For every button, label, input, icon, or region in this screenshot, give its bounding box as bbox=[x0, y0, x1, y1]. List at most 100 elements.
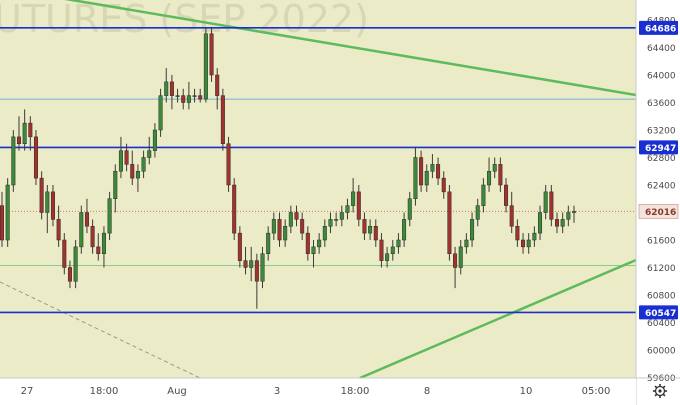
time-tick-label: 18:00 bbox=[90, 386, 119, 397]
candle-body bbox=[45, 191, 50, 213]
candle bbox=[169, 75, 174, 110]
candle bbox=[50, 185, 55, 227]
candle bbox=[317, 233, 322, 254]
candle-body bbox=[96, 246, 101, 254]
time-tick-label: 18:00 bbox=[341, 386, 370, 397]
price-axis[interactable]: 6480064400640006360063200628006240062000… bbox=[635, 0, 680, 405]
candle bbox=[458, 240, 463, 275]
candle bbox=[396, 233, 401, 254]
dashed-trend-line bbox=[0, 281, 201, 379]
candle-body bbox=[141, 157, 146, 172]
candle-body bbox=[509, 205, 514, 227]
price-tick-label: 59600 bbox=[647, 374, 676, 384]
candle-body bbox=[532, 232, 537, 241]
candle-body bbox=[16, 136, 21, 144]
candle-body bbox=[73, 246, 78, 282]
level-price-tag-label: 60547 bbox=[645, 309, 676, 319]
levels-layer bbox=[0, 0, 637, 380]
candle-body bbox=[345, 205, 350, 213]
candle-body bbox=[186, 95, 191, 103]
candle-body bbox=[487, 171, 492, 186]
candle-body bbox=[271, 219, 276, 234]
candle bbox=[203, 26, 208, 103]
candle bbox=[549, 185, 554, 227]
candle bbox=[571, 205, 577, 223]
time-tick-label: 10 bbox=[520, 386, 533, 397]
candle bbox=[515, 219, 520, 247]
candle bbox=[84, 198, 89, 234]
candle-body bbox=[373, 226, 378, 241]
candle bbox=[118, 136, 123, 179]
candle bbox=[560, 212, 565, 234]
candle bbox=[481, 178, 486, 213]
candle-body bbox=[560, 219, 565, 227]
candle-body bbox=[385, 253, 390, 261]
price-tick-label: 62400 bbox=[647, 182, 676, 192]
candle-body bbox=[215, 74, 220, 96]
plot-area bbox=[0, 0, 636, 378]
candle-body bbox=[334, 219, 339, 221]
trend-line-lower bbox=[359, 258, 637, 380]
candle bbox=[90, 219, 95, 254]
candle-body bbox=[356, 191, 361, 220]
candle bbox=[186, 81, 191, 110]
candle-body bbox=[288, 212, 293, 227]
candle-body bbox=[220, 95, 225, 144]
candle-body bbox=[5, 184, 10, 241]
time-axis-bg bbox=[0, 378, 636, 405]
candle bbox=[543, 185, 548, 220]
price-tick-label: 63600 bbox=[647, 99, 676, 109]
candle-body bbox=[90, 226, 95, 248]
candle-body bbox=[50, 191, 55, 220]
candle-body bbox=[362, 219, 367, 234]
candle bbox=[96, 233, 101, 261]
candle-body bbox=[413, 157, 418, 199]
candle bbox=[175, 88, 180, 103]
candle-body bbox=[175, 95, 180, 97]
candle-body bbox=[62, 239, 67, 268]
candle bbox=[260, 246, 265, 289]
candle-body bbox=[549, 191, 554, 220]
candle-body bbox=[368, 226, 373, 234]
candle bbox=[351, 178, 356, 213]
candle-body bbox=[113, 171, 118, 199]
candle bbox=[379, 233, 384, 268]
gear-center bbox=[658, 389, 662, 393]
candle-body bbox=[447, 191, 452, 254]
candle bbox=[254, 253, 259, 309]
candle-body bbox=[436, 164, 441, 179]
candle-body bbox=[475, 205, 480, 220]
current-price-tag bbox=[638, 203, 679, 219]
candle-body bbox=[390, 246, 395, 254]
candle bbox=[232, 178, 237, 240]
candle-body bbox=[11, 136, 16, 186]
candle-body bbox=[169, 81, 174, 96]
candle-body bbox=[538, 212, 543, 234]
candle bbox=[402, 212, 407, 247]
candle bbox=[470, 212, 475, 247]
time-tick-label: 27 bbox=[21, 386, 34, 397]
candle-body bbox=[147, 150, 152, 158]
candle bbox=[283, 219, 288, 247]
candle bbox=[181, 88, 186, 110]
candle-body bbox=[158, 95, 163, 131]
candle-body bbox=[300, 219, 305, 234]
candle bbox=[16, 116, 21, 151]
candle-body bbox=[101, 232, 106, 254]
candle-body bbox=[328, 219, 333, 227]
gear-icon[interactable] bbox=[653, 384, 667, 398]
candle bbox=[271, 212, 276, 240]
candle bbox=[33, 130, 38, 185]
time-axis[interactable]: 27 18:00 Aug 3 18:00 8 10 05:00 bbox=[0, 377, 680, 405]
candle-body bbox=[311, 246, 316, 254]
candle bbox=[0, 191, 5, 247]
candle-body bbox=[430, 164, 435, 172]
price-tick-label: 61200 bbox=[647, 264, 676, 274]
candle-body bbox=[84, 212, 89, 227]
candle bbox=[56, 205, 61, 247]
price-tick-label: 60800 bbox=[647, 292, 676, 302]
candle-body bbox=[260, 253, 265, 282]
candle-body bbox=[283, 226, 288, 241]
time-tick-label: 05:00 bbox=[582, 386, 611, 397]
